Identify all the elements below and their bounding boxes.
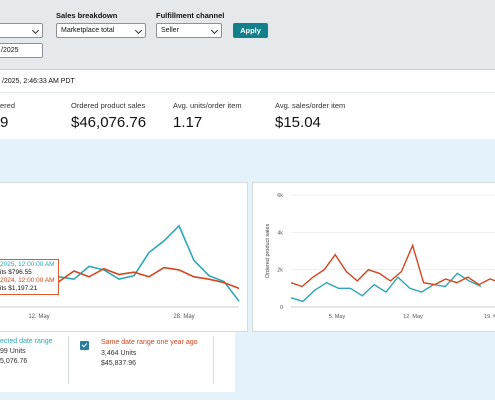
legend-previous-title: Same date range one year ago bbox=[101, 339, 198, 346]
legend-previous[interactable]: Same date range one year ago 3,464 Units… bbox=[101, 338, 201, 367]
date-range-end-text: /2025 bbox=[1, 47, 19, 54]
metric-label: Ordered product sales bbox=[71, 101, 146, 110]
last-updated-timestamp: /2025, 2:46:33 AM PDT bbox=[0, 71, 495, 93]
sales-breakdown-select[interactable]: Marketplace total bbox=[56, 23, 146, 38]
units-line-chart[interactable]: 12. May 28. May bbox=[0, 183, 249, 333]
metric-avg-sales-per-item: Avg. sales/order item $15.04 bbox=[275, 101, 345, 131]
chevron-down-icon bbox=[210, 26, 219, 35]
legend-current-title: ected date range bbox=[0, 338, 53, 345]
legend-previous-checkbox[interactable] bbox=[80, 341, 89, 350]
sales-breakdown-value: Marketplace total bbox=[61, 27, 115, 34]
legend-current-sales: 5,076.76 bbox=[0, 358, 28, 365]
legend-divider bbox=[213, 336, 214, 384]
tooltip-line: its $1,197.21 bbox=[0, 285, 38, 292]
x-tick-label: 5. May bbox=[329, 314, 346, 320]
legend-current[interactable]: ected date range 99 Units 5,076.76 bbox=[0, 338, 53, 365]
tooltip-line: 2024, 12:00:00 AM bbox=[0, 277, 55, 284]
y-axis-label: Ordered product sales bbox=[265, 224, 271, 279]
legend-current-units: 99 Units bbox=[0, 348, 26, 355]
fulfillment-channel-value: Seller bbox=[161, 27, 179, 34]
metric-avg-units-per-item: Avg. units/order item 1.17 bbox=[173, 101, 242, 131]
metric-label: Avg. units/order item bbox=[173, 101, 242, 110]
x-tick-label: 28. May bbox=[173, 314, 194, 320]
section-band bbox=[0, 139, 495, 177]
date-range-select[interactable] bbox=[0, 23, 43, 38]
x-tick-label: 19. M bbox=[484, 314, 495, 320]
series-line-1 bbox=[290, 243, 495, 288]
metric-label: Avg. sales/order item bbox=[275, 101, 346, 110]
legend-panel: ected date range 99 Units 5,076.76 Same … bbox=[0, 332, 235, 392]
legend-previous-sales: $45,837.96 bbox=[101, 360, 137, 367]
metric-ordered-product-sales: Ordered product sales $46,076.76 bbox=[71, 101, 146, 131]
y-tick-label: 4k bbox=[277, 230, 283, 236]
x-tick-label: 12. May bbox=[403, 314, 423, 320]
y-tick-label: 2k bbox=[277, 268, 283, 274]
metric-value: 9 bbox=[0, 114, 9, 131]
metric-value: $15.04 bbox=[275, 114, 321, 131]
series-line-0 bbox=[290, 272, 482, 303]
sales-chart-card: 6k 4k 2k 0 Ordered product sales 5. May 12. Ma… bbox=[252, 182, 495, 332]
sales-breakdown-label: Sales breakdown bbox=[56, 11, 118, 20]
fulfillment-channel-select[interactable]: Seller bbox=[156, 23, 222, 38]
chevron-down-icon bbox=[31, 26, 40, 35]
units-chart-card: 12. May 28. May 2025, 12:00:00 AM its $79… bbox=[0, 182, 248, 332]
sales-line-chart[interactable]: 6k 4k 2k 0 Ordered product sales 5. May 12. Ma… bbox=[253, 183, 495, 333]
fulfillment-channel-label: Fulfillment channel bbox=[156, 11, 225, 20]
metric-value: $46,076.76 bbox=[71, 114, 147, 131]
x-tick-label: 12. May bbox=[28, 314, 49, 320]
tooltip-line: 2025, 12:00:00 AM bbox=[0, 261, 55, 268]
metric-value: 1.17 bbox=[173, 114, 203, 131]
y-tick-label: 6k bbox=[277, 193, 283, 199]
tooltip-line: its $796.55 bbox=[0, 269, 32, 276]
legend-divider bbox=[68, 336, 69, 384]
metric-total-order-items: ered 9 bbox=[0, 101, 15, 131]
chart-tooltip: 2025, 12:00:00 AM its $796.55 2024, 12:0… bbox=[0, 259, 59, 295]
y-tick-label: 0 bbox=[280, 305, 283, 311]
filter-bar: /2025 Sales breakdown Marketplace total … bbox=[0, 0, 495, 70]
metric-label: ered bbox=[0, 101, 16, 110]
legend-previous-units: 3,464 Units bbox=[101, 350, 137, 357]
date-range-end-input[interactable]: /2025 bbox=[0, 43, 43, 58]
chevron-down-icon bbox=[134, 26, 143, 35]
apply-button[interactable]: Apply bbox=[233, 23, 268, 38]
